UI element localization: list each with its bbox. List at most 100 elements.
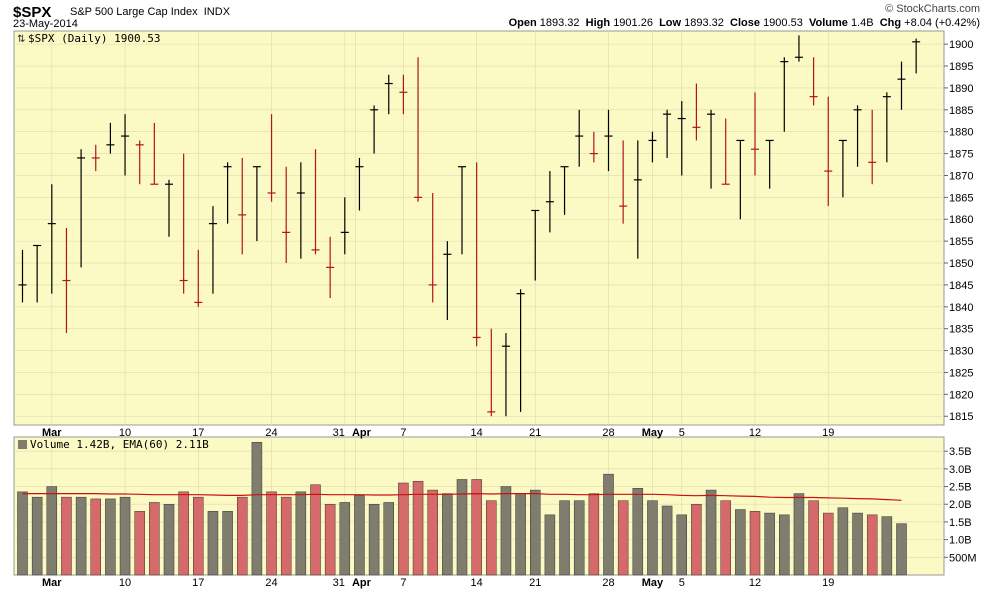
x-axis-label: 10 [119,577,131,589]
price-axis-label: 1900 [949,39,973,51]
volume-bar [603,473,614,576]
price-axis-label: 1880 [949,127,973,139]
ohlc-bar [194,249,203,307]
volume-bar [808,500,819,576]
volume-bar [442,493,453,576]
ticker-symbol: $SPX [13,4,52,21]
ohlc-bar [794,35,803,62]
volume-bar [573,500,585,576]
ohlc-bar [238,157,247,255]
ohlc-bar [472,162,481,347]
volume-bar [90,498,101,576]
volume-bar [617,500,629,576]
x-axis-label: Mar [42,427,62,439]
ohlc-bar [311,149,320,255]
watermark: © StockCharts.com [885,3,980,15]
volume-bar [17,491,28,576]
ohlc-bar [91,144,100,172]
volume-bar [486,500,497,576]
ohlc-bar [707,109,716,189]
x-axis-label: May [642,577,664,589]
volume-bar [588,493,600,576]
ohlc-bar [399,74,408,115]
close-label: Close [730,17,760,29]
x-axis-label: Mar [42,577,62,589]
x-axis-label: 24 [265,427,277,439]
ohlc-bar [355,157,364,211]
price-axis-label: 1870 [949,170,973,182]
x-axis-label: 5 [679,577,685,589]
ohlc-bar [487,328,496,417]
volume-bar [383,502,394,576]
volume-bar [412,480,424,576]
price-axis-label: 1890 [949,83,973,95]
volume-bar [75,496,87,576]
ohlc-bar [165,179,173,237]
x-axis-label: 28 [602,577,614,589]
volume-bar [295,491,307,576]
ohlc-bar [501,333,510,417]
ohlc-bar [824,96,833,207]
volume-bar [193,496,204,576]
volume-bar [764,512,775,576]
volume-axis-label: 1.0B [949,535,972,547]
ohlc-bar [575,109,584,167]
x-axis-label: Apr [352,427,372,439]
price-axis: 1815 1820 1825 1830 1835 1840 1845 1850 1855 1860… [944,39,973,423]
volume-bar [866,514,878,576]
volume-bar [793,493,805,576]
volume-axis-label: 1.5B [949,517,972,529]
x-axis-label: 19 [822,427,834,439]
volume-bar [207,511,219,576]
ohlc-bar [135,140,144,185]
ohlc-bar [62,228,71,334]
ohlc-bar [545,171,554,233]
chg-value: +8.04 (+0.42%) [904,17,980,29]
price-axis-label: 1860 [949,214,973,226]
volume-bar [456,479,468,576]
open-value: 1893.32 [539,17,580,29]
volume-bar [837,507,849,576]
close-value: 1900.53 [763,17,803,29]
exchange-label: INDX [203,6,231,18]
volume-bar [237,496,248,576]
ohlc-bar [765,139,774,189]
ohlc-bar [150,122,159,185]
x-axis-label: 31 [333,577,345,589]
index-name-text: S&P 500 Large Cap Index [70,6,198,18]
x-axis-price: Mar 10 17 24 31 Apr 7 14 21 28 May 5 12 19 [42,427,834,439]
volume-bar [398,482,409,576]
ohlc-bar [223,162,232,224]
volume-bar [324,503,336,576]
price-legend: $SPX (Daily) 1900.53 [28,32,160,45]
price-bars [18,35,921,417]
x-axis-label: 10 [119,427,131,439]
volume-axis-label: 500M [949,552,977,564]
x-axis-label: 7 [400,577,406,589]
x-axis-label: May [642,427,664,439]
volume-bar [163,503,175,576]
volume-bar [339,502,351,576]
ohlc-bar [692,83,701,141]
ohlc-bar [721,118,730,185]
ohlc-bar [252,166,261,242]
volume-bar [46,486,58,576]
price-axis-label: 1815 [949,411,973,423]
volume-axis: 500M 1.0B 1.5B 2.0B 2.5B 3.0B 3.5B [944,446,977,564]
volume-bar [149,502,160,576]
ohlc-bar [663,109,672,158]
x-axis-label: 7 [400,427,406,439]
ohlc-bar [77,149,86,268]
ohlc-bar [853,105,862,167]
ohlc-bar [882,92,891,163]
ohlc-bar [326,236,335,299]
volume-label: Volume [808,17,848,29]
ohlc-bar [33,244,42,303]
ema-line [22,492,902,501]
index-name: S&P 500 Large Cap Index INDX [70,6,230,18]
ohlc-bar [633,140,642,259]
volume-axis-label: 3.0B [949,464,972,476]
x-axis-label: 5 [679,427,685,439]
ohlc-bar [809,57,818,106]
